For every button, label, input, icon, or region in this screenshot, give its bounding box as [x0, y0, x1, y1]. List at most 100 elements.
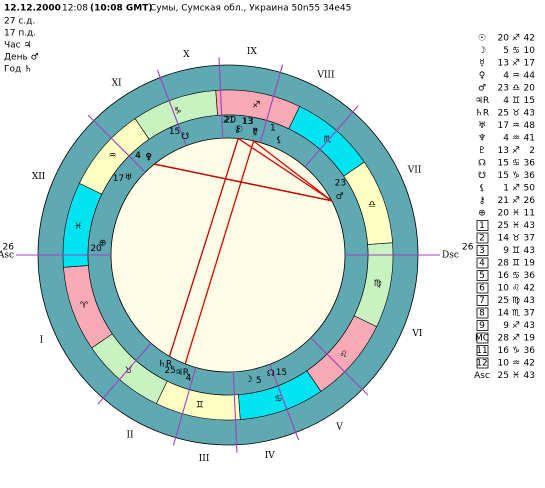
row-minute: 42	[524, 284, 535, 294]
house-cusp	[172, 367, 197, 446]
row-symbol: 9	[479, 321, 485, 331]
dsc-label: Dsc	[442, 251, 459, 261]
row-symbol: ♄R	[475, 109, 489, 119]
house-numeral: VI	[411, 329, 422, 339]
sign-glyph: ♓	[74, 222, 82, 232]
aspect-line	[184, 140, 255, 365]
row-symbol: 12	[476, 359, 487, 369]
row-minute: 42	[524, 359, 535, 369]
row-sign: ♊	[512, 96, 520, 106]
row-minute: 37	[524, 309, 535, 319]
gmt: (10:08 GMT)	[90, 4, 153, 14]
row-symbol: ♃R	[475, 96, 489, 106]
planet-degree: 20	[225, 116, 237, 126]
row-degree: 15	[498, 159, 509, 169]
row-degree: 25	[498, 371, 509, 381]
inner-circle	[110, 137, 346, 373]
planet-degree: 13	[242, 117, 253, 127]
row-minute: 19	[524, 259, 536, 269]
row-symbol: ⚸	[479, 184, 486, 194]
row-minute: 43	[524, 371, 535, 381]
row-degree: 25	[498, 109, 509, 119]
row-minute: 19	[524, 334, 536, 344]
row-symbol: ♀	[479, 71, 486, 81]
row-sign: ♐	[512, 59, 520, 69]
house-numeral: X	[183, 50, 190, 60]
sign-glyph: ♌	[340, 350, 348, 360]
house-cusp	[218, 57, 224, 139]
house-numeral: II	[126, 431, 134, 441]
planet-degree: 4	[135, 151, 141, 161]
house-cusp	[97, 342, 152, 405]
sign-glyph: ♈	[80, 301, 89, 311]
row-symbol: 7	[479, 296, 485, 306]
row-degree: 9	[503, 321, 509, 331]
row-symbol: ☽	[478, 46, 486, 56]
row-degree: 16	[498, 346, 510, 356]
asc-degree: 26	[3, 243, 15, 253]
house-numeral: VIII	[316, 70, 335, 80]
house-box	[476, 245, 489, 256]
row-symbol: ☉	[478, 34, 486, 44]
row-degree: 5	[503, 46, 509, 56]
row-sign: ♒	[512, 359, 520, 369]
row-minute: 44	[524, 71, 536, 81]
row-symbol: 4	[479, 259, 485, 269]
sign-glyph: ♉	[124, 366, 132, 376]
row-degree: 16	[498, 271, 510, 281]
row-sign: ♐	[512, 184, 520, 194]
row-degree: 4	[503, 134, 509, 144]
row-sign: ♉	[512, 109, 520, 119]
row-sign: ♊	[512, 259, 520, 269]
row-sign: ♌	[512, 284, 520, 294]
row-minute: 26	[524, 196, 536, 206]
planet-glyph: ☉	[235, 125, 243, 135]
planet-degree: 1	[270, 123, 276, 133]
row-symbol: ☋	[478, 171, 486, 181]
planet-glyph: ♇	[252, 128, 260, 138]
row-symbol: ♇	[478, 146, 486, 156]
house-numeral: III	[199, 454, 210, 464]
row-symbol: Asc	[474, 371, 490, 381]
row-symbol: ⊕	[478, 209, 486, 219]
planet-glyph: ♀	[145, 153, 152, 163]
house-numeral: I	[40, 335, 44, 345]
place: Сумы, Сумская обл., Украина 50n55 34e45	[150, 4, 351, 14]
row-symbol: 2	[479, 234, 485, 244]
row-degree: 21	[498, 196, 509, 206]
row-minute: 10	[524, 46, 536, 56]
info-line: 27 с.д.	[4, 17, 35, 27]
planet-glyph: ♄R	[158, 360, 172, 370]
row-degree: 4	[503, 71, 509, 81]
sign-glyph: ♒	[108, 151, 116, 161]
sign-glyph: ♑	[174, 107, 182, 117]
row-degree: 9	[503, 246, 509, 256]
row-degree: 20	[498, 34, 510, 44]
row-sign: ♓	[512, 221, 520, 231]
row-sign: ♉	[512, 234, 520, 244]
row-symbol: ♅	[478, 121, 486, 131]
planet-degree: 23	[335, 178, 346, 188]
house-cusp	[87, 114, 146, 173]
row-degree: 17	[498, 121, 509, 131]
row-minute: 41	[524, 134, 535, 144]
row-sign: ♊	[512, 246, 520, 256]
aspect-line	[237, 137, 333, 202]
row-degree: 28	[498, 259, 510, 269]
house-cusp	[232, 371, 238, 453]
row-sign: ♎	[512, 84, 520, 94]
info-line: Год ♄	[4, 65, 32, 75]
info-line: День ♂	[4, 53, 39, 63]
house-box	[476, 320, 489, 331]
row-minute: 11	[524, 209, 535, 219]
row-minute: 36	[524, 271, 536, 281]
time: 12:08	[62, 4, 88, 14]
row-minute: 20	[524, 84, 536, 94]
row-degree: 4	[503, 96, 509, 106]
row-minute: 2	[529, 146, 535, 156]
row-symbol: 3	[479, 246, 485, 256]
row-degree: 13	[498, 146, 509, 156]
row-degree: 14	[498, 309, 510, 319]
row-degree: 10	[498, 359, 510, 369]
